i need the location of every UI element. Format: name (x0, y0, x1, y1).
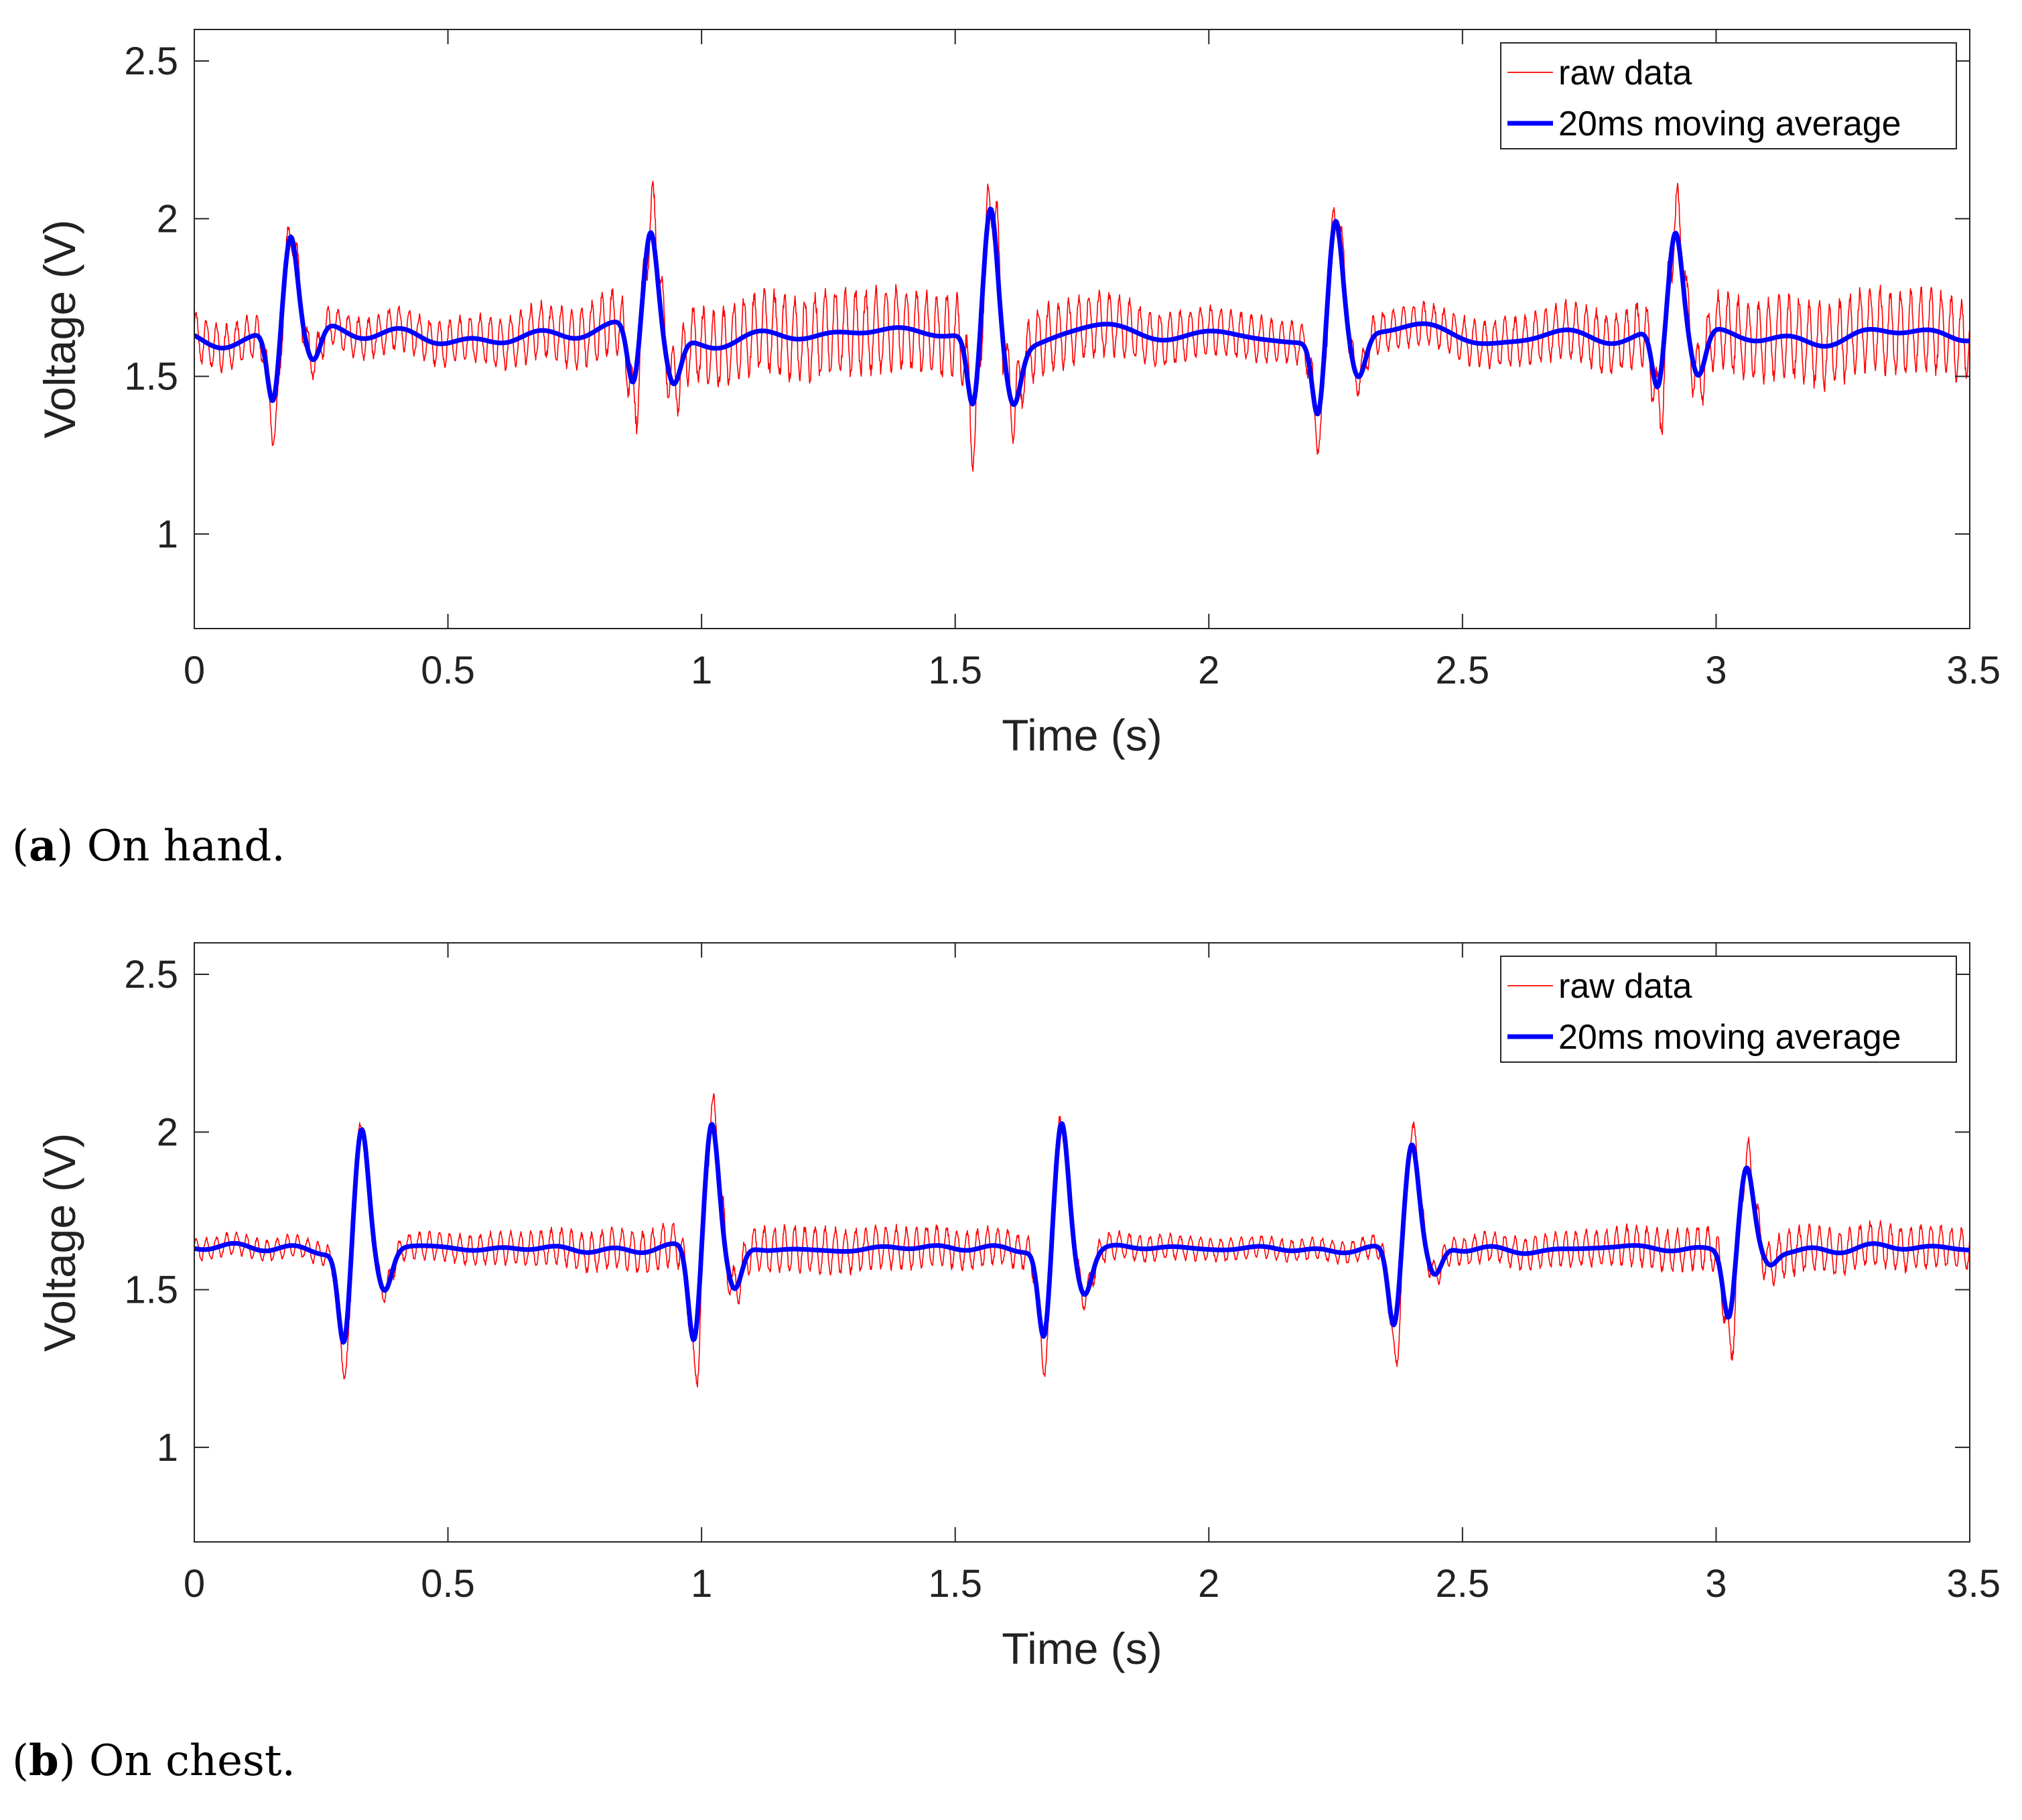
x-tick-label: 2.5 (1436, 649, 1490, 692)
caption-text: On chest. (89, 1736, 295, 1786)
y-axis-label: Voltage (V) (35, 220, 84, 439)
x-tick-label: 1.5 (928, 1562, 982, 1606)
x-tick-label: 1 (691, 1562, 712, 1606)
caption-letter: b (28, 1736, 59, 1786)
x-tick-label: 3.5 (1946, 1562, 2001, 1606)
caption-text: On hand. (86, 822, 285, 871)
axes-box (194, 942, 1970, 1543)
y-tick-label: 1.5 (124, 355, 178, 399)
caption-letter: a (28, 821, 57, 871)
y-tick-label: 2 (157, 197, 178, 241)
series-group (194, 1093, 1970, 1388)
y-tick-label: 2.5 (124, 953, 178, 996)
x-axis-label: Time (s) (1002, 710, 1162, 760)
legend-label: raw data (1558, 54, 1692, 92)
series-group (194, 180, 1970, 472)
series-line-moving-average (194, 1121, 1970, 1345)
x-tick-label: 0.5 (421, 649, 475, 692)
caption-panel-b: (b) On chest. (12, 1736, 295, 1786)
x-tick-label: 3 (1705, 1562, 1727, 1606)
y-tick-label: 1.5 (124, 1269, 178, 1312)
caption-panel-a: (a) On hand. (12, 821, 285, 871)
x-tick-label: 0.5 (421, 1562, 475, 1606)
x-tick-label: 1.5 (928, 649, 982, 692)
series-line-moving-average (194, 206, 1970, 417)
legend-box (1500, 42, 1957, 149)
y-tick-label: 2.5 (124, 40, 178, 83)
y-tick-label: 1 (157, 513, 178, 556)
x-tick-label: 0 (184, 649, 205, 692)
legend-label: 20ms moving average (1558, 1018, 1901, 1057)
x-tick-label: 0 (184, 1562, 205, 1606)
x-tick-label: 3.5 (1946, 649, 2001, 692)
chart-panel-b: 0 0.5 1 1.5 2 2.5 3 3.5 1 1.5 2 2.5 Time (s) Voltage … (35, 942, 2001, 1673)
legend-box (1500, 956, 1957, 1063)
chart-panel-a: 0 0.5 1 1.5 2 2.5 3 3.5 1 1.5 2 2.5 Time (s) Voltage … (35, 29, 2001, 760)
x-tick-label: 1 (691, 649, 712, 692)
y-tick-label: 2 (157, 1110, 178, 1154)
x-tick-label: 2 (1198, 649, 1219, 692)
legend-label: raw data (1558, 967, 1692, 1006)
legend-label: 20ms moving average (1558, 105, 1901, 143)
x-tick-label: 2.5 (1436, 1562, 1490, 1606)
x-tick-label: 3 (1705, 649, 1727, 692)
x-tick-label: 2 (1198, 1562, 1219, 1606)
y-axis-label: Voltage (V) (35, 1133, 84, 1352)
y-tick-label: 1 (157, 1426, 178, 1470)
series-line-raw-data (194, 1093, 1970, 1388)
axes-box (194, 29, 1970, 629)
x-axis-label: Time (s) (1002, 1624, 1162, 1673)
